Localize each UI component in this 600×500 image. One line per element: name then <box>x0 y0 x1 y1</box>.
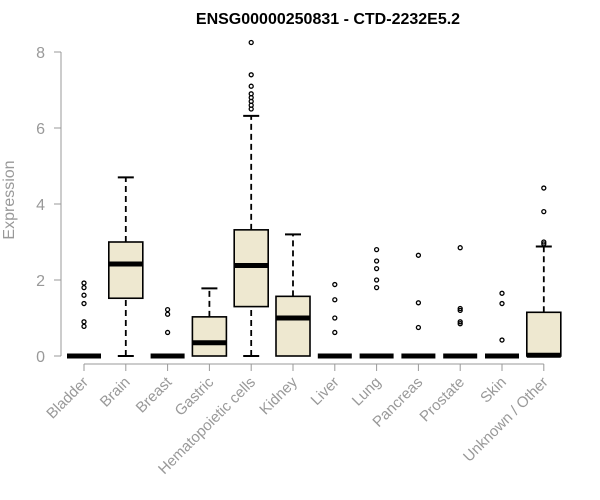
outlier-point <box>415 324 422 331</box>
plot-area <box>67 39 562 359</box>
outlier-point <box>415 300 422 306</box>
outlier-point <box>164 306 171 313</box>
box-prostate <box>443 245 478 359</box>
box-iqr <box>191 316 228 357</box>
outlier-point <box>499 300 505 307</box>
outlier-point <box>541 239 547 245</box>
x-tick-label: Skin <box>477 374 510 407</box>
y-tick-label: 8 <box>36 45 45 62</box>
box-breast <box>150 306 185 359</box>
box-gastric <box>191 287 228 357</box>
box-iqr <box>275 295 311 357</box>
outlier-point <box>81 284 87 291</box>
x-tick-label: Liver <box>308 374 343 409</box>
box-iqr <box>233 229 269 308</box>
outlier-point <box>373 258 380 264</box>
y-tick-label: 0 <box>36 349 45 366</box>
outlier-point <box>248 72 254 78</box>
box-lung <box>359 246 394 359</box>
outlier-point <box>332 329 338 336</box>
box-skin <box>485 290 519 359</box>
x-tick-label: Breast <box>133 373 176 416</box>
outlier-point <box>499 290 505 296</box>
box-kidney <box>275 233 311 357</box>
y-axis-label: Expression <box>1 160 18 239</box>
box-hematopoietic-cells <box>233 39 269 357</box>
outlier-point <box>248 91 254 97</box>
outlier-point <box>81 292 87 298</box>
outlier-point <box>332 297 338 303</box>
outlier-point <box>248 39 254 46</box>
box-unknown-other <box>525 185 562 358</box>
outlier-point <box>415 252 422 258</box>
outlier-point <box>332 315 338 321</box>
y-tick-label: 6 <box>36 121 45 138</box>
outlier-point <box>457 319 463 325</box>
outlier-point <box>81 319 87 325</box>
x-tick-label: Brain <box>97 374 134 411</box>
outlier-point <box>541 241 547 247</box>
outlier-point <box>248 83 254 89</box>
outlier-point <box>457 305 463 312</box>
box-iqr <box>108 241 144 300</box>
x-tick-label: Bladder <box>43 374 92 423</box>
box-iqr <box>525 311 562 357</box>
outlier-point <box>373 246 380 253</box>
y-axis: 0 2 4 6 8 <box>36 45 62 366</box>
outlier-point <box>541 208 547 215</box>
outlier-point <box>457 307 463 314</box>
x-tick-label: Lung <box>349 374 385 410</box>
outlier-point <box>373 284 380 291</box>
box-liver <box>317 281 352 359</box>
box-pancreas <box>401 252 436 359</box>
x-tick-label: Prostate <box>416 374 468 426</box>
outlier-point <box>541 185 547 191</box>
box-bladder <box>67 280 101 359</box>
box-brain <box>108 176 144 357</box>
outlier-point <box>81 280 87 286</box>
outlier-point <box>499 337 505 343</box>
outlier-point <box>81 323 87 330</box>
outlier-point <box>164 329 171 336</box>
outlier-point <box>81 300 87 307</box>
outlier-point <box>332 281 338 288</box>
outlier-point <box>373 277 380 283</box>
outlier-point <box>164 311 171 317</box>
outlier-point <box>373 265 380 272</box>
chart-title: ENSG00000250831 - CTD-2232E5.2 <box>196 11 460 28</box>
outlier-point <box>457 245 463 251</box>
y-tick-label: 4 <box>36 197 45 214</box>
x-tick-label: Kidney <box>256 373 301 418</box>
outlier-point <box>457 321 463 327</box>
y-tick-label: 2 <box>36 273 45 290</box>
